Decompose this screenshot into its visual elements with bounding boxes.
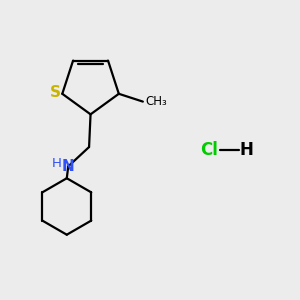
- Text: Cl: Cl: [200, 141, 218, 159]
- Text: H: H: [240, 141, 254, 159]
- Text: CH₃: CH₃: [145, 95, 167, 108]
- Text: S: S: [50, 85, 61, 100]
- Text: H: H: [52, 158, 62, 170]
- Text: N: N: [62, 159, 75, 174]
